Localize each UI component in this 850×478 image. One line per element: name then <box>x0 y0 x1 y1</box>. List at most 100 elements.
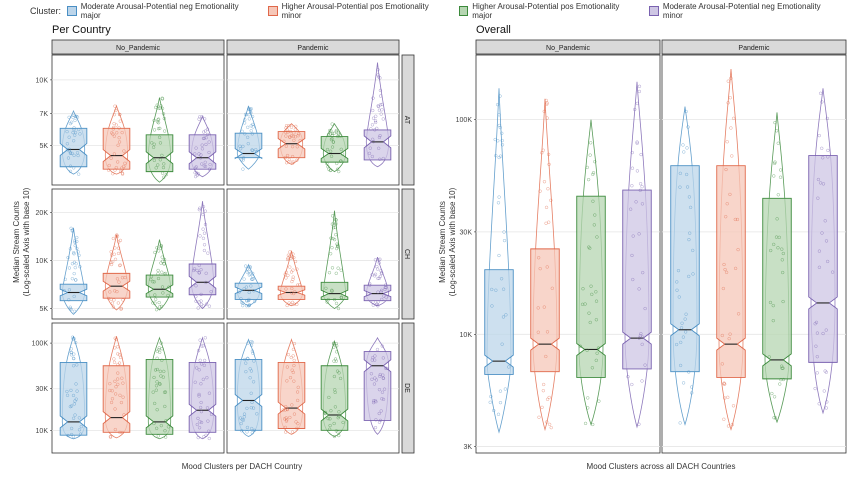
pc-DE-Pandemic-point-4-21 <box>374 418 378 422</box>
ov-No_Pandemic-point-2-3 <box>540 151 544 155</box>
pc-AT-Pandemic-point-3-4 <box>330 145 335 149</box>
pc-AT-Pandemic-point-1-7 <box>249 124 253 128</box>
pc-AT-Pandemic-point-1-4 <box>249 107 253 111</box>
pc-AT-No_Pandemic-point-1-14 <box>73 133 77 137</box>
pc-CH-No_Pandemic-point-1-23 <box>67 298 71 302</box>
ov-strip-col-2-label: Pandemic <box>738 45 770 52</box>
pc-AT-No_Pandemic-point-1-28 <box>65 142 70 146</box>
pc-AT-Pandemic-point-3-23 <box>334 128 339 133</box>
ov-No_Pandemic-point-2-34 <box>550 286 554 290</box>
pc-AT-No_Pandemic-point-3-23 <box>151 145 156 149</box>
pc-DE-No_Pandemic-point-3-22 <box>163 404 167 409</box>
pc-AT-Pandemic-point-1-32 <box>250 148 255 153</box>
pc-CH-Pandemic-point-2-26 <box>290 255 295 259</box>
ov-No_Pandemic-box-2 <box>530 248 560 373</box>
pc-CH-No_Pandemic-ytick-2: 20K <box>36 210 49 217</box>
pc-AT-No_Pandemic-point-1-8 <box>75 151 80 155</box>
ov-No_Pandemic-point-1-18 <box>500 131 504 135</box>
ov-No_Pandemic-point-1-27 <box>496 412 501 416</box>
pc-CH-Pandemic-point-4-30 <box>383 285 387 290</box>
pc-DE-Pandemic-point-2-11 <box>284 416 288 420</box>
pc-DE-No_Pandemic-point-2-34 <box>108 435 113 439</box>
pc-AT-No_Pandemic-point-3-25 <box>157 135 162 139</box>
ov-Pandemic-point-4-33 <box>817 249 822 253</box>
pc-DE-Pandemic-point-1-22 <box>255 412 259 416</box>
pc-DE-No_Pandemic-point-1-1 <box>65 393 70 397</box>
pc-DE-No_Pandemic-point-2-12 <box>122 413 126 417</box>
ov-No_Pandemic-point-4-19 <box>634 200 638 204</box>
pc-AT-No_Pandemic-point-1-32 <box>67 135 71 139</box>
ov-Pandemic-point-2-31 <box>726 395 730 399</box>
ov-No_Pandemic-point-1-31 <box>488 400 492 404</box>
pc-DE-No_Pandemic-point-3-27 <box>164 419 168 423</box>
pc-AT-No_Pandemic-point-1-22 <box>68 169 73 174</box>
pc-DE-No_Pandemic-point-3-30 <box>154 426 159 430</box>
pc-AT-Pandemic-point-1-9 <box>241 156 246 160</box>
ov-No_Pandemic-point-1-4 <box>494 288 498 292</box>
ov-Pandemic-point-4-7 <box>826 148 830 153</box>
legend-swatch-1 <box>67 6 77 16</box>
pc-CH-Pandemic-point-3-32 <box>336 243 340 248</box>
pc-AT-Pandemic-point-2-11 <box>284 130 288 134</box>
pc-CH-No_Pandemic-point-1-14 <box>77 253 81 257</box>
pc-AT-No_Pandemic-box-1 <box>59 127 88 168</box>
ov-Pandemic-point-4-2 <box>825 259 830 264</box>
pc-CH-Pandemic-point-3-7 <box>334 301 339 306</box>
pc-CH-Pandemic-point-2-1 <box>295 267 299 271</box>
pc-AT-No_Pandemic-point-3-7 <box>156 117 161 121</box>
pc-DE-Pandemic-point-2-3 <box>290 430 295 434</box>
ov-Pandemic-point-2-24 <box>722 382 726 386</box>
ov-No_Pandemic-point-2-15 <box>541 148 545 152</box>
ov-Pandemic-point-2-13 <box>730 423 734 427</box>
pc-AT-Pandemic-point-2-33 <box>296 132 301 136</box>
pc-CH-Pandemic-point-4-2 <box>383 283 388 287</box>
pc-DE-Pandemic-point-4-18 <box>385 366 389 371</box>
pc-DE-No_Pandemic-point-2-13 <box>120 376 124 380</box>
ov-No_Pandemic-point-4-30 <box>638 334 643 338</box>
pc-DE-No_Pandemic-point-4-2 <box>199 400 203 405</box>
pc-DE-No_Pandemic-point-4-25 <box>205 376 209 380</box>
ov-No_Pandemic-point-1-7 <box>498 389 503 393</box>
ov-Pandemic-point-3-9 <box>772 416 776 420</box>
pc-CH-Pandemic-point-3-5 <box>333 217 338 222</box>
pc-strip-col-1-bg <box>51 39 225 55</box>
pc-DE-Pandemic-point-1-23 <box>238 416 243 420</box>
pc-DE-No_Pandemic-point-1-29 <box>69 388 73 393</box>
pc-CH-No_Pandemic-point-2-29 <box>123 275 127 280</box>
ov-No_Pandemic-point-1-24 <box>500 342 504 346</box>
pc-CH-No_Pandemic-point-3-25 <box>167 285 171 289</box>
ov-No_Pandemic-point-2-8 <box>545 420 549 424</box>
pc-AT-Pandemic-point-4-31 <box>381 117 385 121</box>
pc-DE-No_Pandemic-point-2-8 <box>109 400 114 405</box>
ov-Pandemic-point-1-24 <box>691 272 695 276</box>
pc-CH-No_Pandemic-point-4-25 <box>195 268 199 273</box>
pc-CH-Pandemic-point-2-32 <box>289 291 294 295</box>
pc-CH-Pandemic-point-4-22 <box>375 267 380 271</box>
ov-Pandemic-point-3-34 <box>780 364 784 368</box>
pc-DE-No_Pandemic-point-4-7 <box>200 344 204 348</box>
pc-CH-Pandemic-point-3-23 <box>332 237 337 242</box>
pc-DE-Pandemic-point-3-22 <box>341 420 345 425</box>
ov-Pandemic-point-1-3 <box>687 274 691 279</box>
pc-AT-Pandemic-point-2-26 <box>284 144 288 148</box>
ov-No_Pandemic-point-2-23 <box>544 221 548 225</box>
pc-CH-No_Pandemic-point-1-33 <box>73 278 78 282</box>
ov-strip-col-1-label: No_Pandemic <box>546 45 590 52</box>
ov-Pandemic-point-4-27 <box>817 133 821 138</box>
pc-CH-No_Pandemic-point-4-12 <box>192 268 196 273</box>
ov-No_Pandemic-point-2-18 <box>542 180 547 184</box>
ov-No_Pandemic-point-1-5 <box>503 387 507 391</box>
ov-No_Pandemic-point-4-17 <box>641 270 645 275</box>
pc-AT-Pandemic-point-2-18 <box>295 158 299 162</box>
pc-AT-Pandemic-box-2 <box>277 131 306 159</box>
pc-DE-Pandemic-point-4-32 <box>378 418 383 423</box>
ov-No_Pandemic-box-1 <box>484 269 514 375</box>
pc-DE-No_Pandemic-point-2-24 <box>116 377 120 381</box>
ov-No_Pandemic-point-3-8 <box>585 165 589 170</box>
pc-AT-Pandemic-point-4-12 <box>376 67 380 72</box>
pc-CH-No_Pandemic-point-4-23 <box>198 234 202 238</box>
pc-DE-Pandemic-point-3-23 <box>337 371 341 375</box>
pc-DE-No_Pandemic-point-2-25 <box>112 357 116 361</box>
pc-CH-Pandemic-point-4-26 <box>377 258 381 262</box>
ov-No_Pandemic-point-2-11 <box>541 389 545 393</box>
